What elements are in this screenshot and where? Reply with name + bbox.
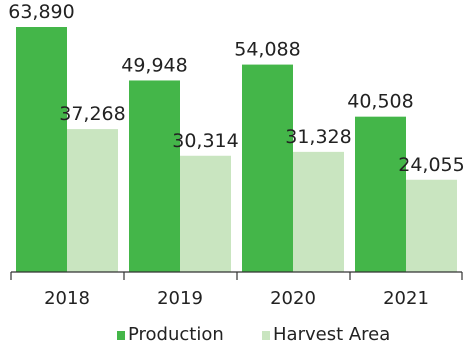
legend: Production Harvest Area	[117, 324, 390, 345]
bar-harvest-area-2021	[406, 179, 457, 272]
bar-production-2021	[355, 116, 406, 272]
bar-harvest-area-2020	[293, 151, 344, 272]
value-label-production-2021: 40,508	[347, 91, 413, 113]
value-label-production-2019: 49,948	[121, 54, 187, 76]
bar-harvest-area-2018	[67, 129, 118, 272]
legend-swatch-harvest-area	[262, 331, 270, 340]
x-tick-label-2021: 2021	[383, 288, 429, 309]
bar-harvest-area-2019	[180, 155, 231, 272]
bars-layer	[16, 27, 457, 272]
value-label-harvest-area-2018: 37,268	[59, 103, 125, 125]
value-label-harvest-area-2019: 30,314	[172, 130, 238, 152]
legend-swatch-production	[117, 331, 125, 340]
x-tick-label-2020: 2020	[270, 288, 316, 309]
bar-production-2018	[16, 27, 67, 272]
x-tick-label-2019: 2019	[157, 288, 203, 309]
value-labels-layer: 63,890 37,268 49,948 30,314 54,088 31,328 40,5…	[8, 1, 464, 176]
value-label-production-2020: 54,088	[234, 39, 300, 61]
bar-production-2020	[242, 64, 293, 272]
legend-label-production: Production	[128, 324, 224, 345]
bar-production-2019	[129, 80, 180, 272]
value-label-harvest-area-2021: 24,055	[398, 154, 464, 176]
legend-label-harvest-area: Harvest Area	[273, 324, 390, 345]
x-axis: 2018 2019 2020 2021	[10, 272, 463, 309]
value-label-production-2018: 63,890	[8, 1, 74, 23]
x-tick-label-2018: 2018	[44, 288, 90, 309]
value-label-harvest-area-2020: 31,328	[285, 126, 351, 148]
